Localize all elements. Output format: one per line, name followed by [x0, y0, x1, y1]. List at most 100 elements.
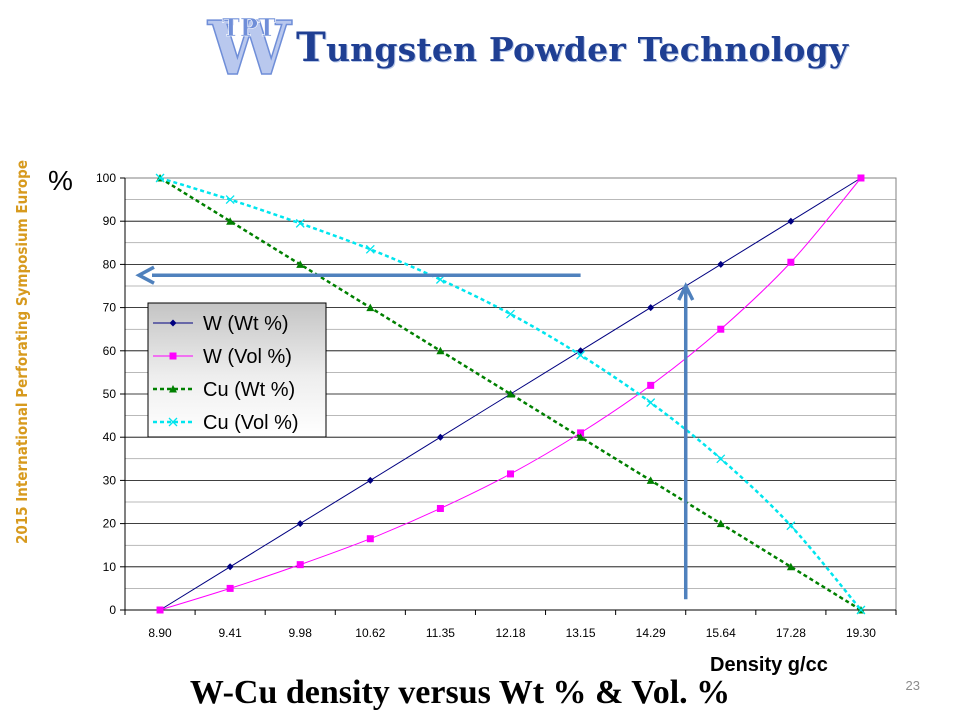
x-tick-label: 13.15	[566, 626, 596, 640]
data-point	[156, 606, 164, 614]
series-line	[159, 176, 862, 612]
data-point	[156, 174, 165, 182]
x-tick-label: 9.98	[289, 626, 313, 640]
data-point	[296, 520, 304, 528]
series-line	[159, 177, 862, 611]
x-tick-label: 8.90	[148, 626, 172, 640]
data-point	[646, 476, 655, 484]
tpt-logo: W TPT	[206, 6, 293, 82]
x-tick-label: 12.18	[495, 626, 525, 640]
data-point	[436, 433, 444, 441]
data-point	[786, 562, 795, 571]
x-tick-label: 15.64	[706, 626, 736, 640]
data-point	[365, 244, 375, 254]
legend-label: W (Wt %)	[203, 313, 289, 335]
data-point	[646, 398, 656, 408]
y-tick-label: 80	[103, 257, 117, 271]
slide-title: W-Cu density versus Wt % & Vol. %	[189, 674, 731, 711]
legend-swatch-marker	[168, 417, 178, 427]
data-point	[857, 174, 865, 182]
data-point	[857, 174, 865, 182]
y-tick-label: 0	[109, 603, 116, 617]
data-point	[225, 195, 235, 205]
series-4	[155, 173, 866, 615]
legend-label: W (Vol %)	[203, 346, 292, 368]
data-point	[435, 275, 445, 284]
legend-box	[147, 302, 327, 438]
horizontal-arrow-head	[135, 265, 155, 285]
data-point	[787, 258, 795, 266]
data-point	[366, 535, 374, 543]
legend-label: Cu (Wt %)	[203, 379, 295, 401]
logo-brand-first-letter: T	[296, 24, 326, 71]
data-point	[716, 454, 726, 464]
data-point	[366, 476, 374, 484]
vertical-arrow-head	[677, 282, 695, 301]
page-number: 23	[905, 678, 920, 693]
y-tick-label: 50	[103, 387, 117, 401]
data-point	[366, 303, 375, 312]
data-point	[156, 606, 164, 614]
y-tick-label: 100	[96, 171, 116, 185]
x-tick-label: 14.29	[636, 626, 666, 640]
logo-mark-letter: W	[207, 6, 292, 82]
y-axis-label: %	[48, 165, 73, 196]
series-1	[156, 174, 865, 614]
data-point	[155, 173, 165, 183]
data-point	[226, 217, 235, 225]
y-tick-label: 70	[103, 301, 117, 315]
logo-brand-rest: ungsten Powder Technology	[325, 30, 849, 69]
data-point	[436, 346, 445, 355]
x-tick-label: 10.62	[355, 626, 385, 640]
y-tick-label: 20	[103, 517, 117, 531]
legend-swatch-marker	[169, 319, 177, 327]
logo-mark-top: TPT	[222, 13, 276, 42]
data-point	[226, 584, 234, 592]
x-tick-label: 17.28	[776, 626, 806, 640]
data-point	[296, 260, 305, 268]
legend: W (Wt %) W (Vol %) Cu (Wt %) Cu (Vol %)	[147, 302, 327, 438]
grid: 0 10 20 30 40 50 60 70 80 90 100 8.90 9.41 9.98 10.62 1…	[96, 171, 897, 640]
data-point	[786, 521, 796, 531]
data-point	[507, 470, 514, 478]
data-point	[577, 429, 585, 437]
plot-border	[124, 177, 897, 611]
x-tick-label: 11.35	[426, 626, 455, 640]
y-tick-label: 40	[103, 430, 117, 444]
series-line	[159, 177, 862, 611]
data-point	[856, 606, 865, 614]
data-point	[647, 304, 655, 312]
y-tick-label: 90	[103, 214, 117, 228]
side-banner-text: 2015 International Perforating Symposium…	[13, 160, 31, 544]
data-point	[856, 605, 866, 615]
y-tick-label: 60	[103, 344, 117, 358]
data-point	[576, 350, 586, 360]
plot-area	[125, 178, 896, 610]
data-point	[716, 519, 725, 528]
data-point	[506, 309, 515, 319]
logo-brand-name: Tungsten Powder Technology	[296, 24, 848, 71]
data-point	[576, 433, 585, 441]
legend-swatch-marker	[169, 385, 177, 393]
data-point	[295, 218, 305, 228]
data-point	[226, 563, 234, 571]
data-point	[507, 390, 514, 398]
data-point	[436, 504, 444, 512]
y-tick-label: 10	[103, 560, 117, 574]
x-axis-label: Density g/cc	[710, 654, 828, 676]
annotation-arrows	[135, 265, 695, 600]
data-point	[647, 381, 655, 389]
series-line	[159, 176, 862, 611]
series-3	[156, 174, 865, 614]
data-point	[506, 390, 515, 398]
y-tick-label: 30	[103, 473, 117, 487]
legend-swatch-marker	[169, 352, 177, 360]
data-point	[577, 347, 585, 355]
data-point	[787, 217, 795, 225]
x-tick-label: 19.30	[846, 626, 876, 640]
x-tick-label: 9.41	[218, 626, 242, 640]
side-banner: 2015 International Perforating Symposium…	[13, 160, 31, 544]
data-point	[296, 561, 304, 569]
